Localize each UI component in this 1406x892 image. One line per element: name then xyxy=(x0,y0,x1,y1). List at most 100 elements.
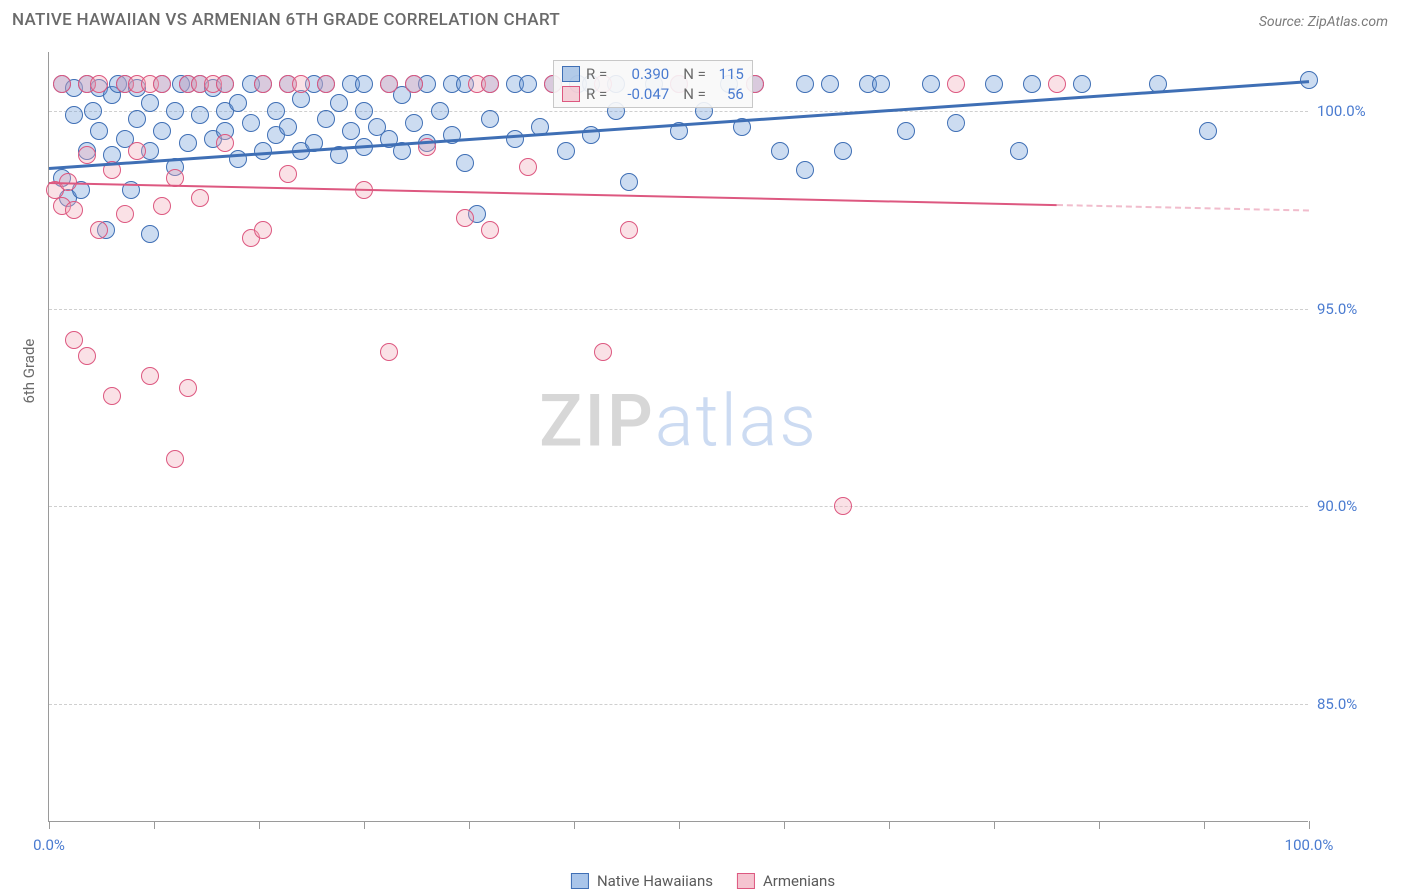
x-tick xyxy=(679,821,680,829)
data-point xyxy=(355,75,373,93)
data-point xyxy=(456,209,474,227)
data-point xyxy=(947,75,965,93)
data-point xyxy=(519,75,537,93)
data-point xyxy=(1010,142,1028,160)
stat-r-value: 0.390 xyxy=(613,65,669,83)
y-tick-label: 95.0% xyxy=(1317,300,1357,318)
data-point xyxy=(279,165,297,183)
stat-n-value: 56 xyxy=(712,85,744,103)
stat-r-value: -0.047 xyxy=(613,85,669,103)
data-point xyxy=(1073,75,1091,93)
x-tick xyxy=(259,821,260,829)
legend-swatch xyxy=(737,873,755,889)
data-point xyxy=(191,189,209,207)
legend-label: Armenians xyxy=(763,872,835,890)
x-tick xyxy=(994,821,995,829)
data-point xyxy=(141,367,159,385)
gridline xyxy=(49,309,1308,310)
x-tick-label: 0.0% xyxy=(33,836,65,854)
legend-item: Native Hawaiians xyxy=(571,872,713,890)
x-tick-label: 100.0% xyxy=(1285,836,1334,854)
data-point xyxy=(342,122,360,140)
data-point xyxy=(557,142,575,160)
data-point xyxy=(90,122,108,140)
data-point xyxy=(128,142,146,160)
stats-row: R =-0.047N =56 xyxy=(562,84,744,104)
data-point xyxy=(53,75,71,93)
data-point xyxy=(116,205,134,223)
data-point xyxy=(216,134,234,152)
data-point xyxy=(65,331,83,349)
data-point xyxy=(1023,75,1041,93)
data-point xyxy=(834,497,852,515)
legend-item: Armenians xyxy=(737,872,835,890)
data-point xyxy=(78,146,96,164)
data-point xyxy=(153,197,171,215)
gridline xyxy=(49,704,1308,705)
data-point xyxy=(897,122,915,140)
data-point xyxy=(519,158,537,176)
data-point xyxy=(191,106,209,124)
x-tick xyxy=(1309,821,1310,829)
data-point xyxy=(405,75,423,93)
x-tick xyxy=(784,821,785,829)
data-point xyxy=(1199,122,1217,140)
data-point xyxy=(620,221,638,239)
stats-box: R =0.390N =115R =-0.047N =56 xyxy=(553,60,753,108)
stat-label: N = xyxy=(683,85,706,103)
data-point xyxy=(128,110,146,128)
data-point xyxy=(254,221,272,239)
data-point xyxy=(872,75,890,93)
stat-n-value: 115 xyxy=(712,65,744,83)
x-tick xyxy=(364,821,365,829)
data-point xyxy=(141,225,159,243)
data-point xyxy=(153,122,171,140)
data-point xyxy=(771,142,789,160)
data-point xyxy=(166,102,184,120)
data-point xyxy=(254,142,272,160)
x-tick xyxy=(49,821,50,829)
x-tick xyxy=(889,821,890,829)
data-point xyxy=(179,379,197,397)
data-point xyxy=(153,75,171,93)
data-point xyxy=(166,450,184,468)
data-point xyxy=(242,114,260,132)
legend-swatch xyxy=(571,873,589,889)
stats-row: R =0.390N =115 xyxy=(562,64,744,84)
scatter-plot: ZIPatlas 85.0%90.0%95.0%100.0%0.0%100.0%… xyxy=(48,52,1308,822)
data-point xyxy=(216,75,234,93)
data-point xyxy=(834,142,852,160)
data-point xyxy=(90,75,108,93)
data-point xyxy=(267,102,285,120)
y-tick-label: 90.0% xyxy=(1317,497,1357,515)
legend-swatch xyxy=(562,66,580,82)
data-point xyxy=(506,130,524,148)
data-point xyxy=(620,173,638,191)
source-attribution: Source: ZipAtlas.com xyxy=(1259,14,1388,30)
y-axis-label: 6th Grade xyxy=(20,339,38,404)
data-point xyxy=(380,75,398,93)
data-point xyxy=(481,221,499,239)
data-point xyxy=(317,75,335,93)
data-point xyxy=(229,150,247,168)
legend-label: Native Hawaiians xyxy=(597,872,713,890)
data-point xyxy=(84,102,102,120)
data-point xyxy=(254,75,272,93)
data-point xyxy=(317,110,335,128)
legend-swatch xyxy=(562,86,580,102)
data-point xyxy=(380,343,398,361)
data-point xyxy=(355,102,373,120)
x-tick xyxy=(1099,821,1100,829)
data-point xyxy=(1048,75,1066,93)
data-point xyxy=(796,75,814,93)
stat-label: N = xyxy=(683,65,706,83)
x-tick xyxy=(1204,821,1205,829)
y-tick-label: 85.0% xyxy=(1317,695,1357,713)
gridline xyxy=(49,506,1308,507)
legend: Native Hawaiians Armenians xyxy=(571,872,835,890)
data-point xyxy=(405,114,423,132)
data-point xyxy=(481,110,499,128)
data-point xyxy=(821,75,839,93)
data-point xyxy=(90,221,108,239)
data-point xyxy=(279,118,297,136)
